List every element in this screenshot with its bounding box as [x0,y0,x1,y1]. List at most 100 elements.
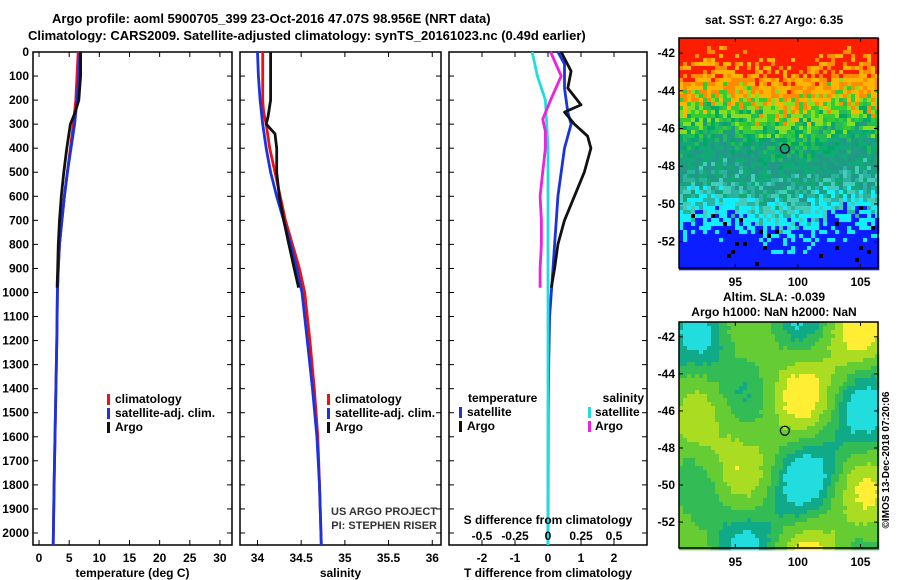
sst-map-cell [867,262,872,267]
sst-map-cell [791,78,796,83]
sst-map-cell [759,42,764,47]
sla-map-cell [811,390,816,395]
sst-map-cell [763,94,768,99]
sla-map-cell [775,342,780,347]
sla-map-cell [867,386,872,391]
sst-map-cell [739,166,744,171]
sla-map-cell [791,442,796,447]
sst-map-cell [847,142,852,147]
sla-map-cell [847,378,852,383]
sla-map-cell [679,426,684,431]
sst-map-cell [711,258,716,263]
sst-map-cell [871,222,876,227]
sla-map-cell [767,386,772,391]
sst-map-cell [867,94,872,99]
sla-map-cell [687,374,692,379]
sla-map-cell [739,370,744,375]
sla-map-cell [679,334,684,339]
sst-map-cell [679,178,684,183]
sla-map-cell [775,402,780,407]
sst-map-cell [715,46,720,51]
sst-map-cell [799,246,804,251]
sst-map-cell [835,146,840,151]
sst-map-cell [731,258,736,263]
sst-map-cell [727,42,732,47]
sla-map-cell [691,334,696,339]
sla-map-cell [827,450,832,455]
sst-map-cell [723,78,728,83]
sst-map-cell [843,58,848,63]
sla-map-cell [679,402,684,407]
sst-map-cell [771,82,776,87]
sla-map-cell [719,330,724,335]
sla-map-cell [807,326,812,331]
sst-map-cell [695,66,700,71]
sst-map-cell [819,198,824,203]
sst-map-cell [819,66,824,71]
sst-map-cell [727,58,732,63]
sla-map-cell [683,322,688,327]
sla-map-cell [767,442,772,447]
sla-map-cell [719,366,724,371]
sla-map-cell [871,462,876,467]
sst-map-cell [763,54,768,59]
sst-map-cell [791,198,796,203]
sla-map-cell [783,362,788,367]
sst-map-cell [867,78,872,83]
sla-map-cell [871,418,876,423]
sla-map-cell [771,422,776,427]
sla-map-cell [775,362,780,367]
sst-map-cell [835,254,840,259]
sla-map-cell [739,342,744,347]
sst-map-cell [823,54,828,59]
sst-map-cell [767,122,772,127]
sst-map-cell [719,210,724,215]
sst-map-cell [739,230,744,235]
sst-map-cell [703,178,708,183]
sst-map-cell [771,94,776,99]
sst-map-cell [815,70,820,75]
sst-map-cell [775,250,780,255]
sst-map-cell [731,50,736,55]
sst-map-cell [839,82,844,87]
sla-map-cell [703,426,708,431]
sla-map-cell [723,398,728,403]
sst-map-cell [807,138,812,143]
sst-map-cell [791,142,796,147]
sst-map-cell [851,194,856,199]
sst-map-cell [835,242,840,247]
sst-map-cell [815,158,820,163]
sla-map-cell [679,350,684,355]
sst-map-cell [707,202,712,207]
sst-map-cell [743,158,748,163]
sla-map-cell [815,338,820,343]
sst-map-cell [755,206,760,211]
sst-map-cell [819,214,824,219]
sst-map-cell [755,90,760,95]
sla-map-cell [807,358,812,363]
x-tick-label: 5 [66,551,73,565]
sst-map-cell [827,158,832,163]
sla-map-cell [871,430,876,435]
sst-map-cell [819,42,824,47]
sst-map-cell [695,126,700,131]
sla-map-cell [851,446,856,451]
sst-map-cell [743,102,748,107]
sst-map-cell [723,226,728,231]
sst-map-cell [795,50,800,55]
sst-map-cell [871,194,876,199]
sst-map-cell [751,122,756,127]
sst-map-cell [735,138,740,143]
sst-map-cell [807,98,812,103]
sla-map-cell [723,450,728,455]
sst-map-cell [715,42,720,47]
sla-map-cell [719,382,724,387]
sst-map-cell [763,194,768,199]
sla-map-cell [703,422,708,427]
sla-map-cell [851,342,856,347]
sla-map-cell [763,426,768,431]
sst-map-cell [691,182,696,187]
sla-map-cell [723,458,728,463]
sla-map-cell [751,410,756,415]
sla-map-cell [827,378,832,383]
